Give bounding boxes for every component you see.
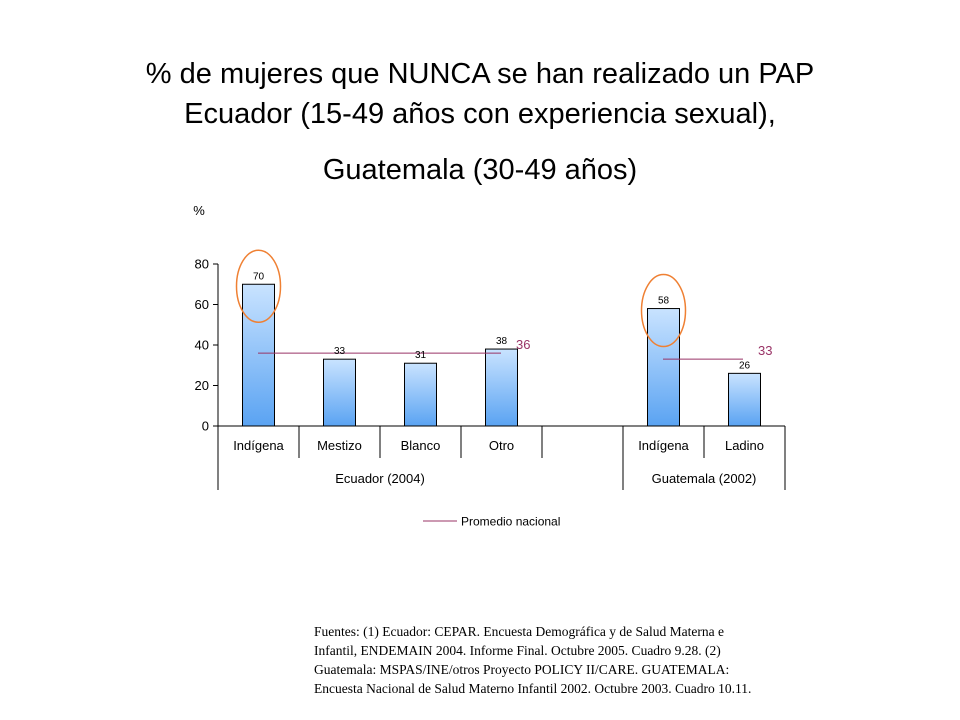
source-line: Infantil, ENDEMAIN 2004. Informe Final. …: [314, 643, 721, 658]
highlight-circle: [640, 273, 687, 348]
source-line: Encuesta Nacional de Salud Materno Infan…: [314, 681, 752, 696]
x-category-label: Indígena: [638, 438, 689, 453]
title-line-2: Ecuador (15-49 años con experiencia sexu…: [184, 98, 776, 130]
title-line-1: % de mujeres que NUNCA se han realizado …: [145, 58, 815, 90]
source-line: Guatemala: MSPAS/INE/otros Proyecto POLI…: [314, 662, 730, 677]
source-note: Fuentes: (1) Ecuador: CEPAR. Encuesta De…: [314, 622, 854, 698]
bar: [485, 348, 518, 427]
bar: [323, 358, 356, 427]
title-line-3: Guatemala (30-49 años): [322, 154, 638, 186]
x-category-label: Indígena: [233, 438, 284, 453]
bar-value-label: 58: [658, 296, 670, 307]
x-group-label: Guatemala (2002): [652, 471, 757, 486]
average-value-label: 36: [516, 337, 530, 352]
bar-value-label: 26: [739, 360, 751, 371]
source-line: Fuentes: (1) Ecuador: CEPAR. Encuesta De…: [314, 624, 725, 639]
y-tick-label: 80: [195, 257, 209, 272]
average-value-label: 33: [758, 343, 772, 358]
highlight-circle: [235, 249, 282, 323]
y-tick-label: 20: [195, 378, 209, 393]
y-tick-label: 40: [195, 338, 209, 353]
x-group-label: Ecuador (2004): [335, 471, 425, 486]
x-category-label: Otro: [489, 438, 514, 453]
bar: [647, 308, 680, 427]
x-category-label: Ladino: [725, 438, 764, 453]
bar: [728, 372, 761, 427]
bar-value-label: 70: [253, 271, 265, 282]
x-category-label: Blanco: [401, 438, 441, 453]
y-tick-label: 60: [195, 297, 209, 312]
x-category-label: Mestizo: [317, 438, 362, 453]
y-axis-title: %: [193, 203, 205, 218]
bar: [404, 362, 437, 427]
bar-value-label: 38: [496, 336, 508, 347]
bar-value-label: 31: [415, 350, 427, 361]
bar-value-label: 33: [334, 346, 346, 357]
bar: [242, 283, 275, 427]
y-tick-label: 0: [202, 419, 209, 434]
legend-label: Promedio nacional: [461, 515, 560, 529]
